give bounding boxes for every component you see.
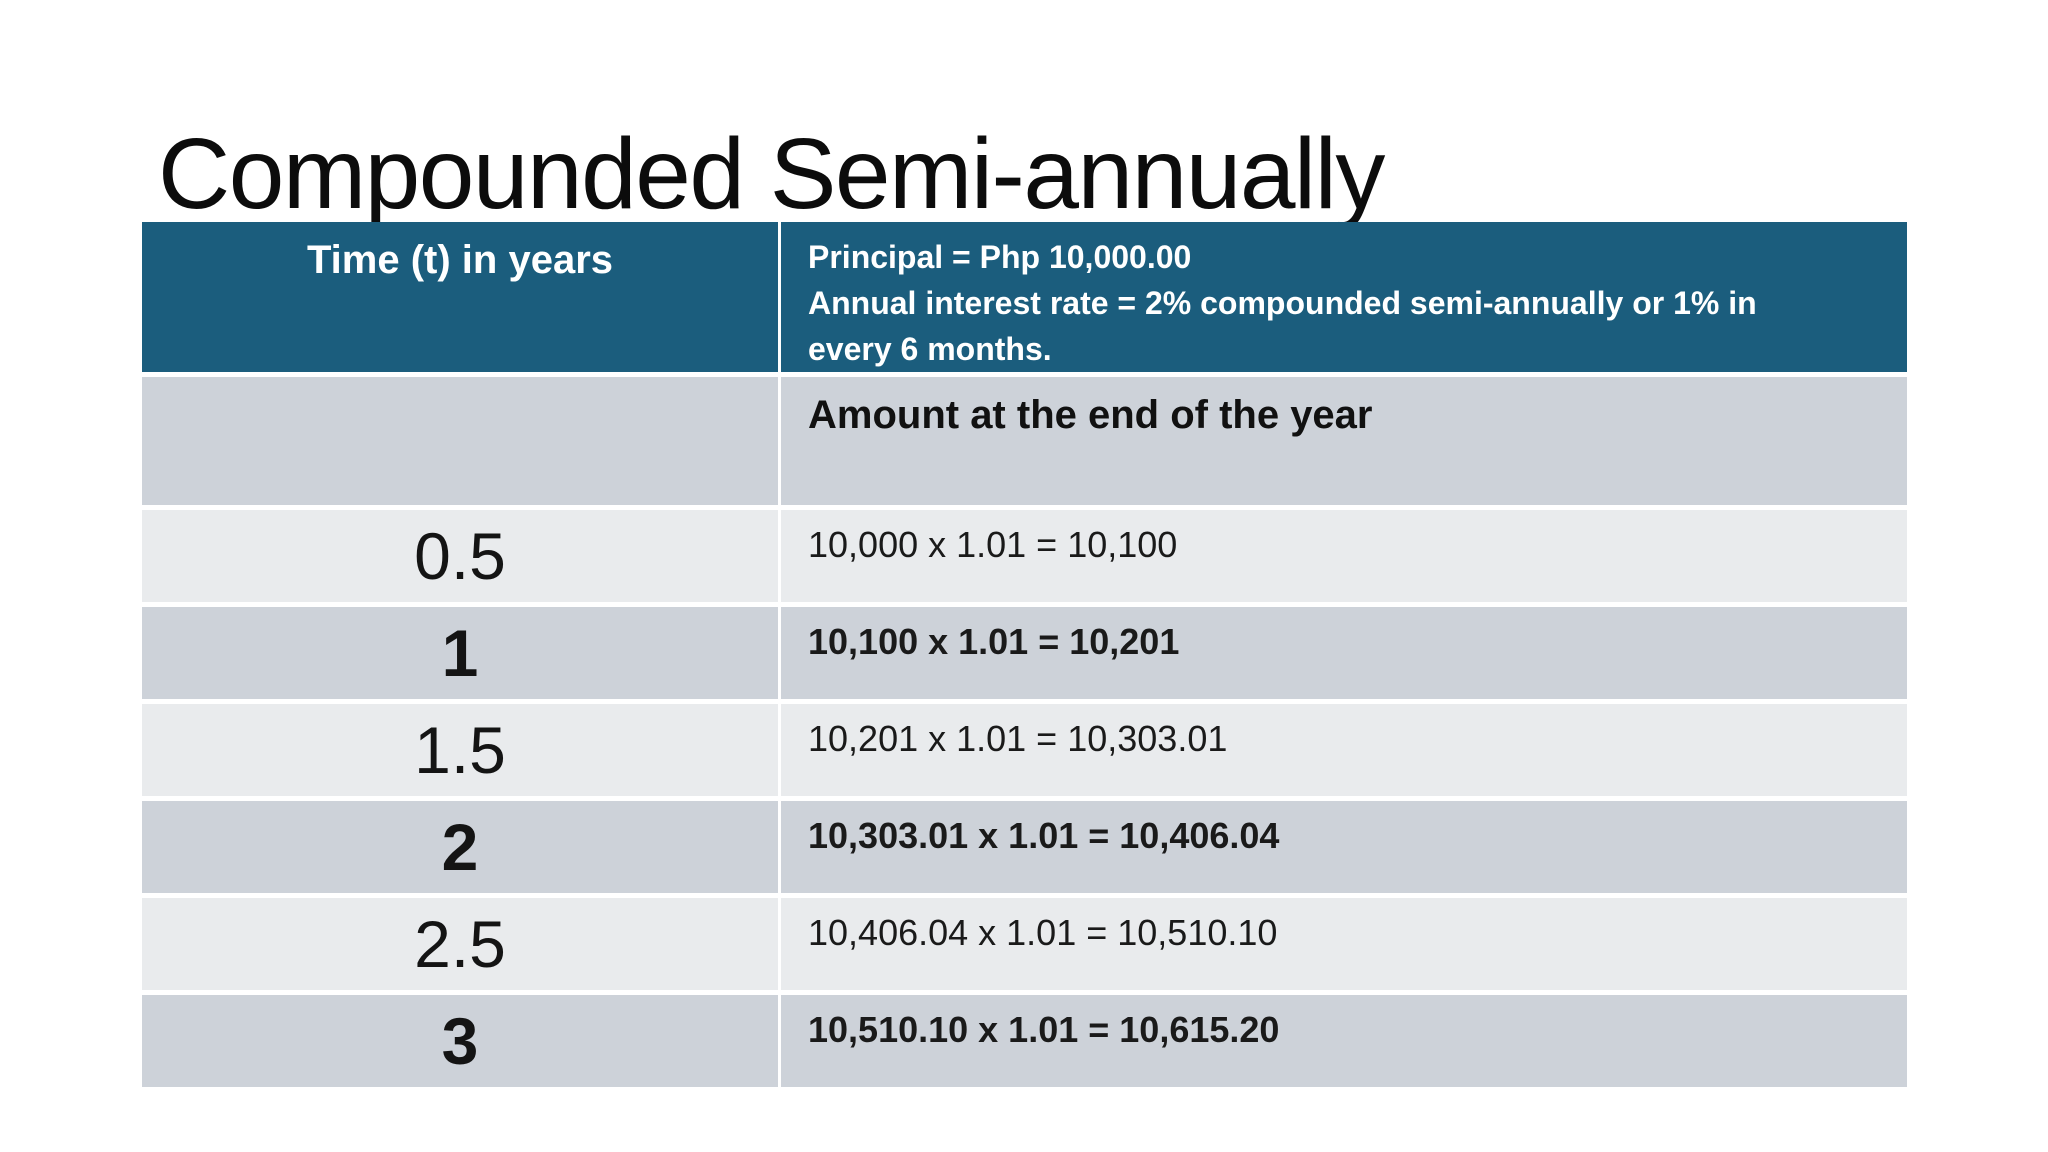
table-row-time: 1	[142, 607, 778, 699]
table-row-amount: 10,000 x 1.01 = 10,100	[781, 510, 1907, 602]
table-row-time: 2.5	[142, 898, 778, 990]
table-row-time: 2	[142, 801, 778, 893]
page-title: Compounded Semi-annually	[158, 118, 1385, 230]
table-header-principal-info: Principal = Php 10,000.00 Annual interes…	[781, 222, 1907, 372]
table-header-time: Time (t) in years	[142, 222, 778, 372]
principal-line: Principal = Php 10,000.00	[808, 239, 1192, 275]
table-row-amount: 10,303.01 x 1.01 = 10,406.04	[781, 801, 1907, 893]
compound-interest-table: Time (t) in years Principal = Php 10,000…	[142, 222, 1907, 1087]
subheader-empty-cell	[142, 377, 778, 505]
table-row-time: 3	[142, 995, 778, 1087]
table-row-amount: 10,100 x 1.01 = 10,201	[781, 607, 1907, 699]
table-row-time: 1.5	[142, 704, 778, 796]
table-row-amount: 10,510.10 x 1.01 = 10,615.20	[781, 995, 1907, 1087]
table-row-amount: 10,406.04 x 1.01 = 10,510.10	[781, 898, 1907, 990]
amount-column-label: Amount at the end of the year	[781, 377, 1907, 505]
interest-rate-line: Annual interest rate = 2% compounded sem…	[808, 285, 1757, 367]
table-row-amount: 10,201 x 1.01 = 10,303.01	[781, 704, 1907, 796]
table-row-time: 0.5	[142, 510, 778, 602]
